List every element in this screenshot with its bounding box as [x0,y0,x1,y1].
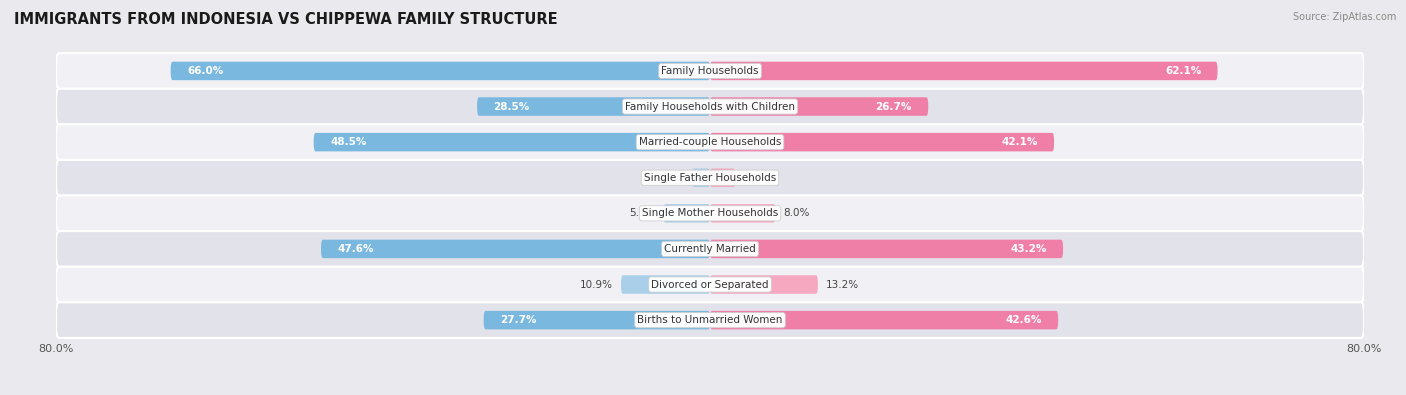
FancyBboxPatch shape [56,89,1364,124]
FancyBboxPatch shape [710,169,735,187]
FancyBboxPatch shape [170,62,710,80]
FancyBboxPatch shape [664,204,710,222]
Text: IMMIGRANTS FROM INDONESIA VS CHIPPEWA FAMILY STRUCTURE: IMMIGRANTS FROM INDONESIA VS CHIPPEWA FA… [14,12,558,27]
FancyBboxPatch shape [621,275,710,294]
FancyBboxPatch shape [56,53,1364,89]
Text: 10.9%: 10.9% [579,280,613,290]
Text: 2.2%: 2.2% [658,173,683,183]
Text: 42.6%: 42.6% [1005,315,1042,325]
Text: Married-couple Households: Married-couple Households [638,137,782,147]
Text: Source: ZipAtlas.com: Source: ZipAtlas.com [1292,12,1396,22]
Text: 66.0%: 66.0% [187,66,224,76]
FancyBboxPatch shape [710,204,776,222]
Text: Divorced or Separated: Divorced or Separated [651,280,769,290]
Text: 47.6%: 47.6% [337,244,374,254]
FancyBboxPatch shape [692,169,710,187]
FancyBboxPatch shape [56,160,1364,196]
Text: Births to Unmarried Women: Births to Unmarried Women [637,315,783,325]
FancyBboxPatch shape [56,302,1364,338]
FancyBboxPatch shape [710,133,1054,151]
FancyBboxPatch shape [321,240,710,258]
FancyBboxPatch shape [56,124,1364,160]
FancyBboxPatch shape [710,97,928,116]
FancyBboxPatch shape [56,231,1364,267]
FancyBboxPatch shape [56,196,1364,231]
Text: 26.7%: 26.7% [876,102,912,111]
FancyBboxPatch shape [710,62,1218,80]
Text: 13.2%: 13.2% [827,280,859,290]
Text: 27.7%: 27.7% [501,315,537,325]
Text: 42.1%: 42.1% [1001,137,1038,147]
FancyBboxPatch shape [710,311,1059,329]
FancyBboxPatch shape [710,275,818,294]
Text: Family Households with Children: Family Households with Children [626,102,794,111]
Text: Single Father Households: Single Father Households [644,173,776,183]
Text: 8.0%: 8.0% [783,208,810,218]
Text: 43.2%: 43.2% [1011,244,1046,254]
Text: 28.5%: 28.5% [494,102,530,111]
Text: Currently Married: Currently Married [664,244,756,254]
Text: 5.7%: 5.7% [628,208,655,218]
Text: 48.5%: 48.5% [330,137,367,147]
FancyBboxPatch shape [314,133,710,151]
FancyBboxPatch shape [56,267,1364,302]
Text: 62.1%: 62.1% [1166,66,1201,76]
FancyBboxPatch shape [710,240,1063,258]
Text: 3.1%: 3.1% [744,173,770,183]
FancyBboxPatch shape [477,97,710,116]
Text: Single Mother Households: Single Mother Households [643,208,778,218]
Text: Family Households: Family Households [661,66,759,76]
FancyBboxPatch shape [484,311,710,329]
